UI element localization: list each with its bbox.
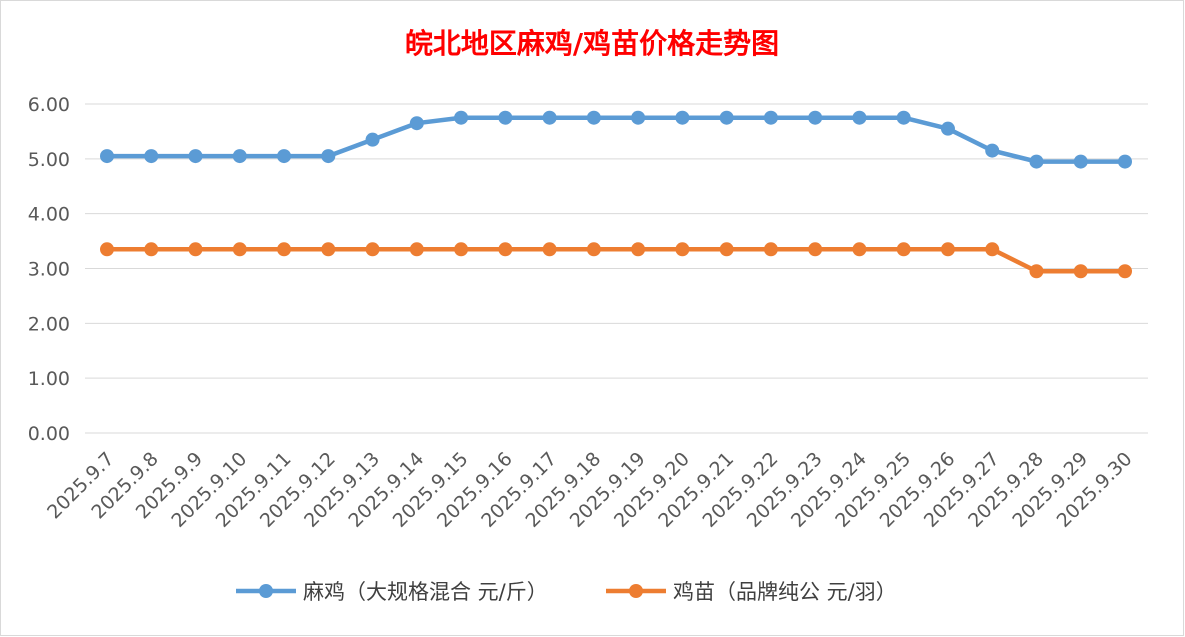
data-point-s1-22[interactable] [1073, 264, 1088, 279]
data-point-s0-8[interactable] [454, 110, 469, 125]
data-point-s0-10[interactable] [542, 110, 557, 125]
data-point-s0-7[interactable] [409, 116, 424, 131]
data-point-s0-18[interactable] [896, 110, 911, 125]
y-tick-label-5: 5.00 [28, 149, 70, 171]
data-point-s1-18[interactable] [896, 242, 911, 257]
series-0 [100, 110, 1132, 169]
data-point-s0-11[interactable] [586, 110, 601, 125]
gridlines [85, 103, 1148, 434]
y-tick-label-4: 4.00 [28, 204, 70, 226]
data-point-s1-14[interactable] [719, 242, 734, 257]
data-point-s1-8[interactable] [454, 242, 469, 257]
data-point-s1-16[interactable] [808, 242, 823, 257]
y-tick-label-0: 0.00 [28, 423, 70, 445]
y-axis-ticks: 0.00 1.00 2.00 3.00 4.00 5.00 6.00 [28, 94, 70, 445]
data-point-s0-6[interactable] [365, 132, 380, 147]
data-point-s0-0[interactable] [100, 149, 114, 164]
data-point-s1-20[interactable] [985, 242, 1000, 257]
data-point-s0-9[interactable] [498, 110, 513, 125]
data-point-s1-1[interactable] [144, 242, 159, 257]
data-point-s0-4[interactable] [277, 149, 292, 164]
data-point-s0-22[interactable] [1073, 154, 1088, 169]
data-point-s0-13[interactable] [675, 110, 690, 125]
data-point-s0-23[interactable] [1118, 154, 1132, 169]
data-point-s1-17[interactable] [852, 242, 867, 257]
data-point-s0-14[interactable] [719, 110, 734, 125]
legend-item-series-0[interactable]: 麻鸡（大规格混合 元/斤） [236, 580, 548, 604]
data-point-s1-23[interactable] [1118, 264, 1132, 279]
data-point-s0-19[interactable] [940, 121, 955, 136]
legend-marker-series-0 [259, 584, 273, 598]
data-point-s0-16[interactable] [808, 110, 823, 125]
data-point-s0-15[interactable] [763, 110, 778, 125]
data-point-s1-13[interactable] [675, 242, 690, 257]
y-tick-label-6: 6.00 [28, 94, 70, 116]
y-tick-label-2: 2.00 [28, 313, 70, 335]
y-tick-label-1: 1.00 [28, 368, 70, 390]
y-tick-label-3: 3.00 [28, 259, 70, 281]
legend-item-series-1[interactable]: 鸡苗（品牌纯公 元/羽） [606, 580, 897, 604]
chart-title: 皖北地区麻鸡/鸡苗价格走势图 [405, 27, 779, 60]
series-line-0 [104, 115, 1128, 164]
data-point-s1-2[interactable] [188, 242, 203, 257]
data-point-s0-20[interactable] [985, 143, 1000, 158]
series-1 [100, 242, 1132, 279]
data-point-s1-19[interactable] [940, 242, 955, 257]
legend-label-series-1: 鸡苗（品牌纯公 元/羽） [673, 580, 897, 604]
data-point-s1-6[interactable] [365, 242, 380, 257]
data-point-s1-4[interactable] [277, 242, 292, 257]
legend-label-series-0: 麻鸡（大规格混合 元/斤） [303, 580, 548, 604]
series-line-1 [104, 247, 1128, 274]
data-point-s1-12[interactable] [631, 242, 646, 257]
data-point-s0-17[interactable] [852, 110, 867, 125]
series-layer [100, 110, 1132, 279]
data-point-s1-7[interactable] [409, 242, 424, 257]
data-point-s1-21[interactable] [1029, 264, 1044, 279]
data-point-s0-5[interactable] [321, 149, 336, 164]
data-point-s0-12[interactable] [631, 110, 646, 125]
data-point-s0-3[interactable] [232, 149, 247, 164]
data-point-s1-10[interactable] [542, 242, 557, 257]
data-point-s0-1[interactable] [144, 149, 159, 164]
data-point-s0-2[interactable] [188, 149, 203, 164]
legend-marker-series-1 [629, 584, 643, 598]
data-point-s1-3[interactable] [232, 242, 247, 257]
data-point-s1-11[interactable] [586, 242, 601, 257]
data-point-s1-15[interactable] [763, 242, 778, 257]
data-point-s1-5[interactable] [321, 242, 336, 257]
data-point-s1-9[interactable] [498, 242, 513, 257]
data-point-s1-0[interactable] [100, 242, 114, 257]
data-point-s0-21[interactable] [1029, 154, 1044, 169]
legend: 麻鸡（大规格混合 元/斤） 鸡苗（品牌纯公 元/羽） [236, 580, 897, 604]
